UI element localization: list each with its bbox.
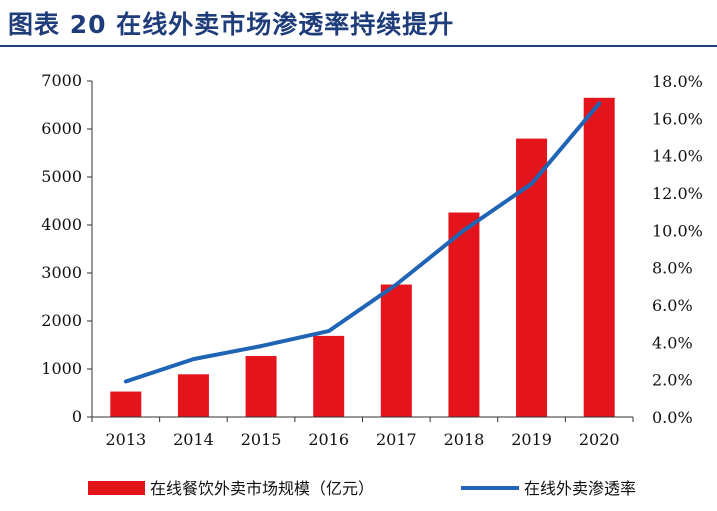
left-tick-label: 6000	[41, 119, 82, 138]
left-tick-label: 5000	[41, 167, 82, 186]
bar-2017	[380, 284, 412, 417]
x-tick-label: 2018	[444, 430, 485, 449]
bar-2014	[177, 374, 209, 417]
penetration-line-group	[123, 101, 602, 384]
legend-bar-swatch	[88, 481, 145, 495]
left-tick-label: 2000	[41, 311, 82, 330]
right-tick-label: 18.0%	[652, 72, 703, 91]
legend-bar-label: 在线餐饮外卖市场规模（亿元）	[150, 479, 374, 498]
right-tick-label: 0.0%	[652, 408, 693, 427]
right-tick-label: 12.0%	[652, 184, 703, 203]
bar-2020	[583, 97, 615, 418]
bars-group	[110, 97, 615, 418]
legend: 在线餐饮外卖市场规模（亿元） 在线外卖渗透率	[88, 479, 636, 498]
left-tick-label: 0	[72, 407, 82, 426]
title-rule	[0, 45, 717, 47]
right-tick-label: 14.0%	[652, 147, 703, 166]
penetration-line	[123, 101, 602, 384]
bar-2013	[110, 391, 142, 417]
title-bar: 图表 20 在线外卖市场渗透率持续提升	[0, 0, 717, 52]
right-tick-label: 4.0%	[652, 333, 693, 352]
bar-2019	[516, 138, 548, 417]
left-tick-label: 4000	[41, 215, 82, 234]
bar-2015	[245, 356, 277, 417]
right-tick-label: 10.0%	[652, 221, 703, 240]
chart: 0 1000 2000 3000 4000 5000 6000 7000 0.0% 2.0% 4.0…	[41, 71, 703, 498]
axes-group: 0 1000 2000 3000 4000 5000 6000 7000 0.0% 2.0% 4.0…	[41, 71, 703, 449]
x-tick-label: 2014	[173, 430, 214, 449]
bar-2018	[448, 212, 480, 417]
x-tick-label: 2016	[308, 430, 349, 449]
x-tick-label: 2013	[105, 430, 146, 449]
bar-2016	[313, 335, 345, 417]
x-tick-label: 2017	[376, 430, 417, 449]
left-tick-label: 7000	[41, 71, 82, 90]
x-tick-label: 2015	[241, 430, 282, 449]
x-tick-label: 2019	[511, 430, 552, 449]
right-tick-label: 6.0%	[652, 296, 693, 315]
x-tick-label: 2020	[579, 430, 620, 449]
left-tick-label: 3000	[41, 263, 82, 282]
left-tick-label: 1000	[41, 359, 82, 378]
page-title: 图表 20 在线外卖市场渗透率持续提升	[8, 10, 455, 39]
right-tick-label: 8.0%	[652, 259, 693, 278]
legend-line-label: 在线外卖渗透率	[524, 479, 636, 498]
right-tick-label: 2.0%	[652, 371, 693, 390]
right-tick-label: 16.0%	[652, 109, 703, 128]
